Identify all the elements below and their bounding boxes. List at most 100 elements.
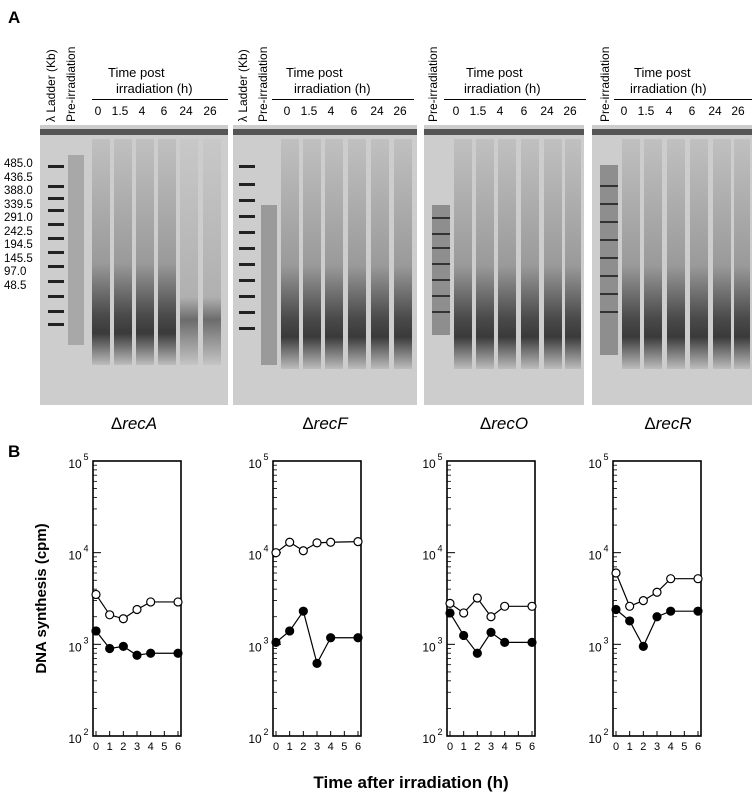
open-data-point — [298, 546, 308, 556]
ladder-size: 48.5 — [4, 279, 27, 292]
x-tick-label: 0 — [273, 741, 279, 753]
ladder-size: 97.0 — [4, 266, 27, 279]
pre-irradiation-lane-label: Pre-irradiation — [426, 46, 440, 122]
open-data-point — [173, 597, 183, 607]
filled-data-point — [91, 626, 101, 636]
open-data-point — [271, 548, 281, 558]
time-header-line2: irradiation (h) — [630, 81, 707, 96]
filled-data-point — [105, 643, 115, 654]
y-tick-exponent: 5 — [603, 452, 608, 462]
y-tick-exponent: 3 — [83, 635, 88, 645]
open-data-point — [500, 601, 510, 611]
open-data-point — [132, 604, 142, 615]
strain-label-reco: ΔrecO — [479, 414, 529, 433]
y-tick-label: 10 — [422, 457, 436, 471]
x-tick-label: 3 — [654, 741, 660, 753]
gel-image-reco — [424, 125, 584, 405]
open-data-point — [353, 537, 363, 547]
x-tick-label: 6 — [529, 741, 535, 753]
x-tick-label: 5 — [681, 741, 687, 753]
time-header-rule — [614, 99, 752, 100]
open-data-point — [693, 574, 703, 584]
y-tick-label: 10 — [68, 640, 82, 654]
time-lane-label: 1.5 — [637, 104, 655, 118]
filled-data-point — [173, 648, 183, 658]
filled-data-point — [445, 608, 455, 618]
time-header-line1: Time post — [108, 65, 165, 80]
ladder-size-labels: 485.0 436.5 388.0 339.5 291.0 242.5 194.… — [4, 158, 33, 293]
y-tick-label: 10 — [68, 732, 82, 746]
time-lane-label: 1.5 — [469, 104, 487, 118]
filled-data-point — [285, 626, 295, 636]
time-lane-label: 26 — [731, 104, 745, 118]
filled-data-point — [500, 637, 510, 647]
time-header-line2: irradiation (h) — [464, 81, 541, 96]
time-lane-label: 4 — [496, 104, 504, 118]
y-tick-exponent: 5 — [83, 452, 88, 462]
open-data-point — [638, 595, 648, 606]
filled-data-point — [693, 606, 703, 616]
filled-data-point — [326, 633, 336, 643]
time-lane-label: 0 — [620, 104, 628, 118]
x-tick-label: 4 — [148, 741, 154, 753]
time-header-rule — [444, 99, 586, 100]
x-tick-label: 3 — [314, 741, 320, 753]
filled-data-point — [353, 633, 363, 643]
y-tick-label: 10 — [588, 732, 602, 746]
strain-label-reca: ΔrecA — [110, 414, 158, 433]
y-tick-label: 10 — [248, 640, 262, 654]
x-tick-label: 1 — [461, 741, 467, 753]
panel-b-charts: 10 510 410 310 20 1 2 3 4 5 610 510 410 310 20 1 2 3 4 5 610… — [33, 452, 703, 792]
y-tick-exponent: 2 — [603, 727, 608, 737]
y-tick-label: 10 — [68, 549, 82, 563]
strain-label-recf: ΔrecF — [302, 414, 348, 433]
open-data-point — [146, 597, 156, 607]
gel-image-recf — [233, 125, 417, 405]
open-data-point — [611, 568, 621, 578]
x-tick-label: 2 — [120, 741, 126, 753]
time-lane-label: 26 — [203, 104, 217, 118]
time-lane-label: 1.5 — [300, 104, 318, 118]
x-tick-label: 0 — [613, 741, 619, 753]
ladder-size: 145.5 — [4, 252, 33, 265]
y-tick-exponent: 4 — [83, 544, 88, 554]
x-axis-label: Time after irradiation (h) — [313, 773, 508, 792]
plot-frame — [272, 460, 362, 737]
open-data-point — [326, 537, 336, 547]
ladder-lane-label: λ Ladder (Kb) — [44, 49, 58, 122]
y-axis-label: DNA synthesis (cpm) — [33, 523, 50, 673]
x-tick-label: 4 — [502, 741, 508, 753]
x-tick-label: 5 — [341, 741, 347, 753]
y-tick-label: 10 — [588, 640, 602, 654]
open-data-point — [486, 612, 496, 622]
time-lane-label: 4 — [327, 104, 335, 118]
time-lane-label: 24 — [540, 104, 554, 118]
x-tick-label: 2 — [640, 741, 646, 753]
filled-data-point — [271, 637, 281, 647]
time-header-line1: Time post — [466, 65, 523, 80]
x-tick-label: 1 — [107, 741, 113, 753]
plot-frame — [92, 460, 182, 737]
time-lane-label: 26 — [563, 104, 577, 118]
y-tick-label: 10 — [588, 549, 602, 563]
filled-data-point — [625, 616, 635, 626]
filled-data-point — [312, 658, 322, 668]
filled-data-point — [611, 604, 621, 615]
y-tick-label: 10 — [248, 732, 262, 746]
x-tick-label: 5 — [515, 741, 521, 753]
time-header-line1: Time post — [286, 65, 343, 80]
open-data-point — [285, 537, 295, 547]
time-header-line2: irradiation (h) — [116, 81, 193, 96]
time-lane-label: 4 — [665, 104, 673, 118]
y-tick-exponent: 3 — [603, 635, 608, 645]
ladder-size: 339.5 — [4, 198, 33, 211]
pre-irradiation-lane-label: Pre-irradiation — [64, 46, 78, 122]
pre-irradiation-lane-label: Pre-irradiation — [256, 46, 270, 122]
open-data-point — [312, 538, 322, 548]
filled-data-point — [527, 637, 537, 647]
panel-a-letter: A — [8, 8, 21, 27]
filled-data-point — [132, 650, 142, 660]
filled-data-point — [486, 627, 496, 637]
time-lane-label: 6 — [160, 104, 168, 118]
filled-data-point — [298, 606, 308, 616]
